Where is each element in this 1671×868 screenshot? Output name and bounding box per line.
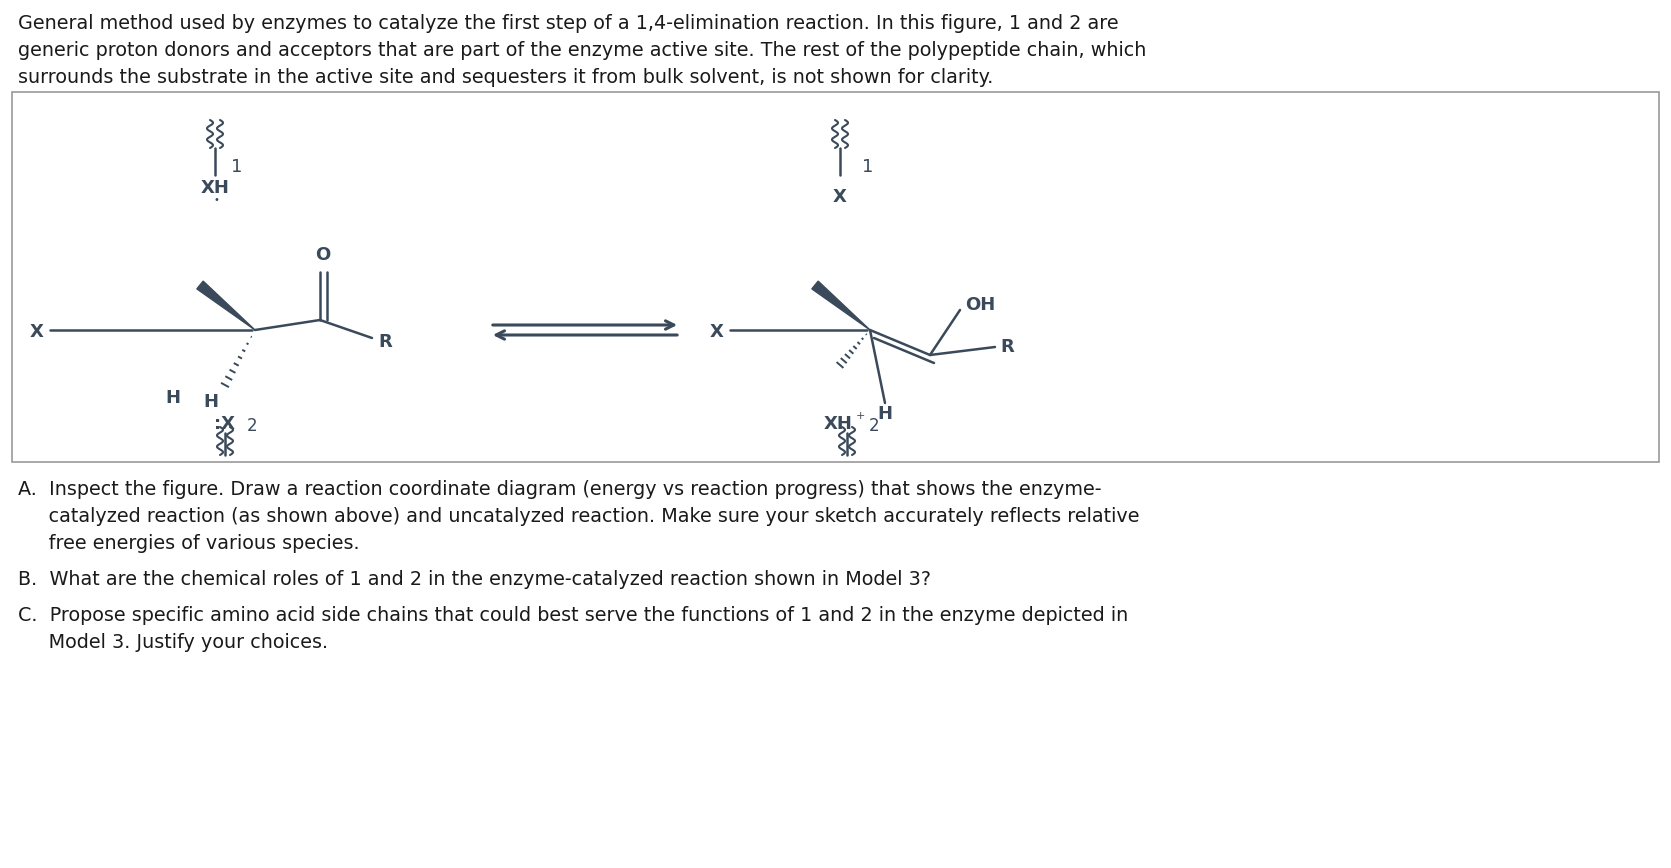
Text: B.  What are the chemical roles of 1 and 2 in the enzyme-catalyzed reaction show: B. What are the chemical roles of 1 and … [18,570,931,589]
Text: generic proton donors and acceptors that are part of the enzyme active site. The: generic proton donors and acceptors that… [18,41,1146,60]
Text: X: X [834,188,847,206]
Text: H: H [202,393,217,411]
Polygon shape [812,281,871,330]
Polygon shape [197,281,256,330]
Text: +: + [856,411,866,421]
Text: :X: :X [214,415,236,433]
Text: X: X [30,323,43,341]
Text: •: • [214,195,219,205]
Text: 1: 1 [231,158,242,176]
Bar [12,92,1659,462]
Text: 2: 2 [247,417,257,435]
Text: XH: XH [824,415,852,433]
Text: Model 3. Justify your choices.: Model 3. Justify your choices. [18,633,328,652]
Text: A.  Inspect the figure. Draw a reaction coordinate diagram (energy vs reaction p: A. Inspect the figure. Draw a reaction c… [18,480,1101,499]
Text: 2: 2 [869,417,879,435]
Text: 1: 1 [862,158,874,176]
Text: free energies of various species.: free energies of various species. [18,534,359,553]
Text: R: R [378,333,391,351]
Text: O: O [316,246,331,264]
Text: C.  Propose specific amino acid side chains that could best serve the functions : C. Propose specific amino acid side chai… [18,606,1128,625]
Text: XH: XH [201,179,229,197]
Text: X: X [710,323,724,341]
Text: surrounds the substrate in the active site and sequesters it from bulk solvent, : surrounds the substrate in the active si… [18,68,993,87]
Text: H: H [165,389,180,407]
Text: OH: OH [964,296,996,314]
Text: R: R [999,338,1014,356]
Text: General method used by enzymes to catalyze the first step of a 1,4-elimination r: General method used by enzymes to cataly… [18,14,1118,33]
Text: catalyzed reaction (as shown above) and uncatalyzed reaction. Make sure your ske: catalyzed reaction (as shown above) and … [18,507,1140,526]
Text: H: H [877,405,892,423]
